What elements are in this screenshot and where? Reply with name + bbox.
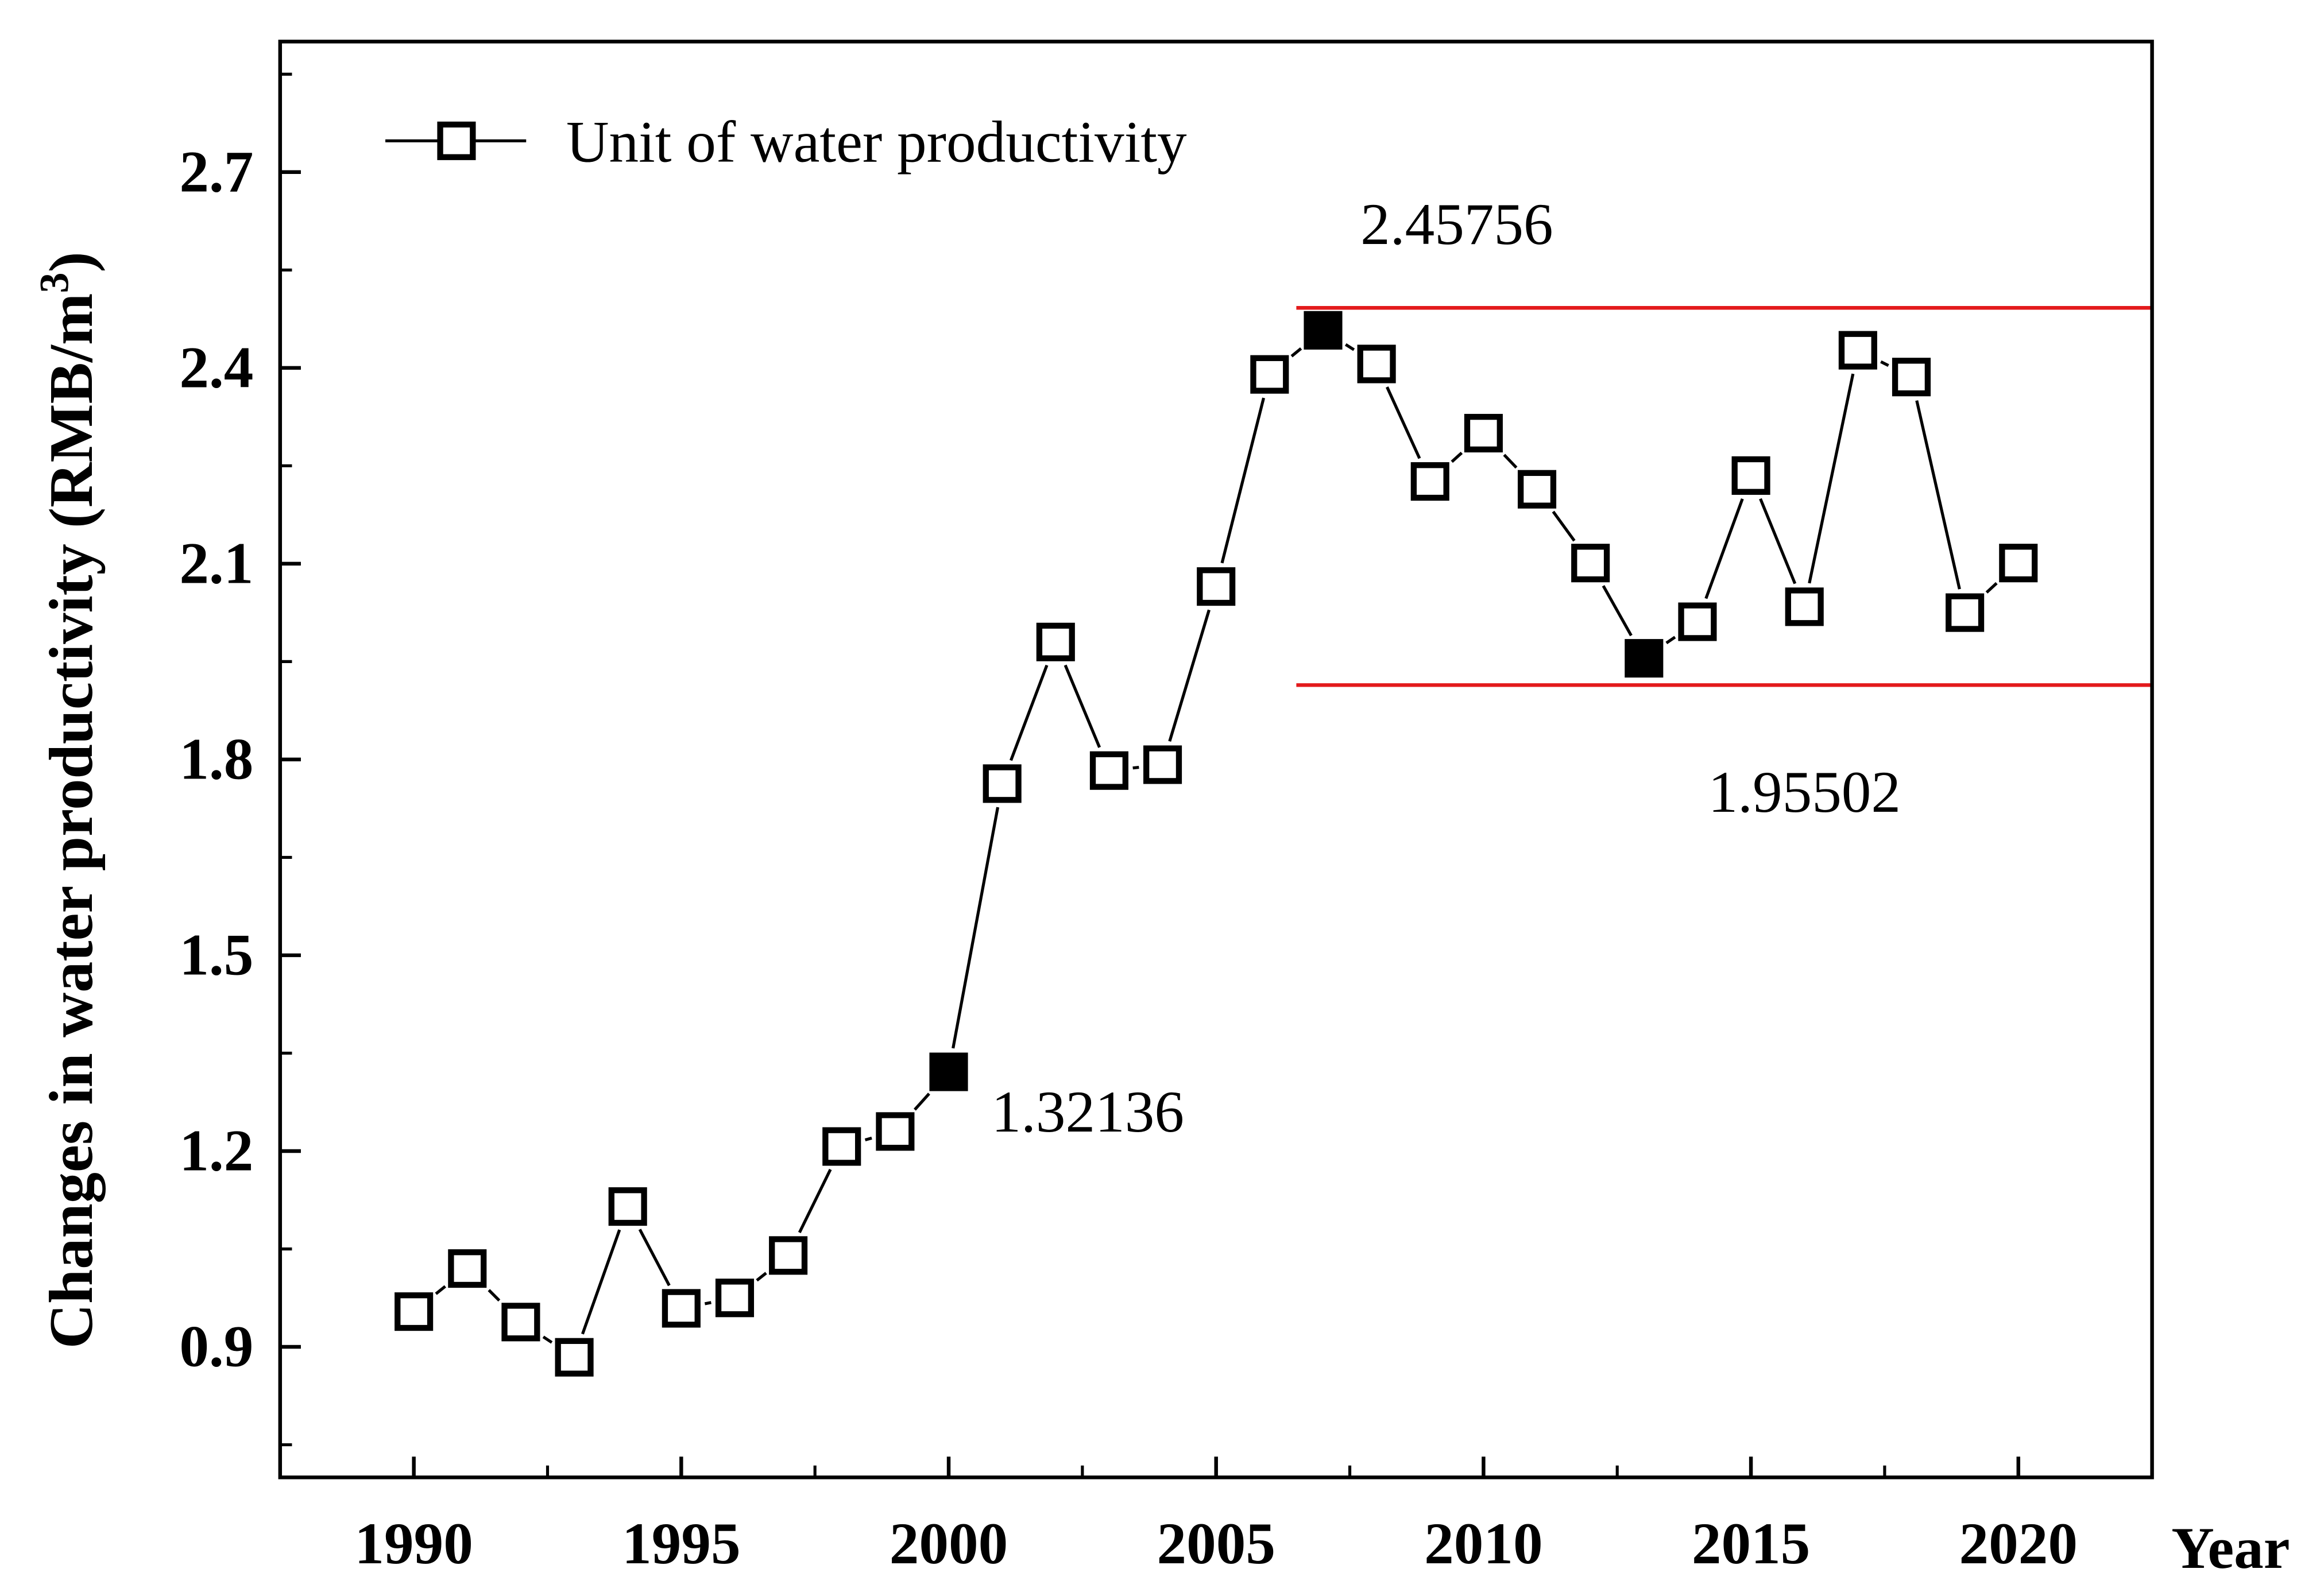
series-segment [704,1301,711,1306]
series-segment [1704,498,1744,599]
data-point [395,1292,434,1331]
highlighted-point [1625,639,1664,678]
series-segment [756,1272,767,1282]
series-segment [488,1289,501,1302]
x-tick-label: 2015 [1692,1511,1810,1576]
data-point [1731,456,1770,495]
series-segment [1503,454,1518,469]
series-segment [1168,609,1211,742]
data-point [1357,344,1396,383]
data-point [1838,331,1877,370]
series-segment [1064,664,1101,748]
data-point [1785,587,1824,626]
series-segment [952,807,1000,1049]
series-segment [542,1335,553,1344]
series-segment [1915,400,1961,590]
x-tick-label: 1990 [354,1511,473,1576]
series-segment [1220,397,1266,564]
x-tick-label: 2000 [890,1511,1008,1576]
data-point [1517,470,1557,509]
x-tick-label: 2010 [1424,1511,1542,1576]
series-segment [1665,636,1676,645]
data-point [1410,462,1449,501]
y-tick-label: 2.4 [179,335,253,400]
data-point [715,1279,755,1318]
y-axis-label: Changes in water productivity (RMB/m3) [32,251,106,1349]
series-segment [1010,664,1049,761]
data-point [1892,358,1931,397]
x-tick-label: 2020 [1959,1511,2078,1576]
series-segment [1880,360,1889,367]
x-tick-label: 1995 [622,1511,740,1576]
data-point [1143,745,1182,784]
y-tick-label: 1.2 [179,1118,253,1184]
series-segment [1451,451,1463,463]
plot-layer: 1.32136 2.45756 1.95502 [395,192,2152,1377]
data-point [501,1303,540,1342]
y-tick-label: 0.9 [179,1314,253,1380]
series-segment [1386,386,1421,459]
legend-label: Unit of water productivity [566,109,1187,175]
x-tick-label: 2005 [1157,1511,1275,1576]
data-point [983,764,1022,803]
data-point [1250,355,1289,394]
data-point [769,1236,808,1275]
series-segment [581,1229,621,1335]
highlighted-point [1304,311,1343,350]
y-tick-label: 1.5 [179,922,253,987]
data-point [1678,602,1717,641]
data-point [876,1112,915,1151]
data-point [1464,413,1503,453]
series-segment [1552,510,1576,542]
series-segment [435,1285,446,1295]
legend-marker-swatch [437,121,476,160]
series-segment [1344,343,1355,351]
data-point [1089,751,1128,790]
annotation-label: 1.95502 [1708,760,1901,825]
x-axis-label: Year [2171,1516,2290,1581]
series-segment [638,1229,671,1287]
data-point [1036,622,1075,661]
series-segment [1290,347,1302,358]
data-point [1999,544,2038,583]
legend: Unit of water productivity [385,109,1187,175]
y-tick-label: 2.7 [179,139,253,204]
data-point [608,1187,647,1226]
data-point [555,1338,594,1377]
data-point [662,1289,701,1328]
series-segment [1985,582,1998,594]
data-point [1571,544,1610,583]
series-segment [864,1136,872,1142]
y-tick-label: 1.8 [179,726,253,792]
series-segment [914,1093,930,1111]
ticks-layer: 0.9 1.2 1.5 1.8 2.1 2.4 2.7 1990 1995 2000 2005 201… [179,72,2078,1576]
data-point [448,1249,487,1288]
annotation-label: 1.32136 [992,1079,1184,1145]
y-tick-label: 2.1 [179,530,253,596]
highlighted-point [929,1052,968,1091]
data-point [1197,567,1236,606]
data-point [1946,593,1985,632]
series-segment [1759,498,1797,584]
series-segment [798,1168,832,1234]
series-segment [1808,373,1855,584]
annotation-label: 2.45756 [1360,192,1553,257]
data-point [822,1127,861,1166]
series-segment [1602,585,1633,637]
